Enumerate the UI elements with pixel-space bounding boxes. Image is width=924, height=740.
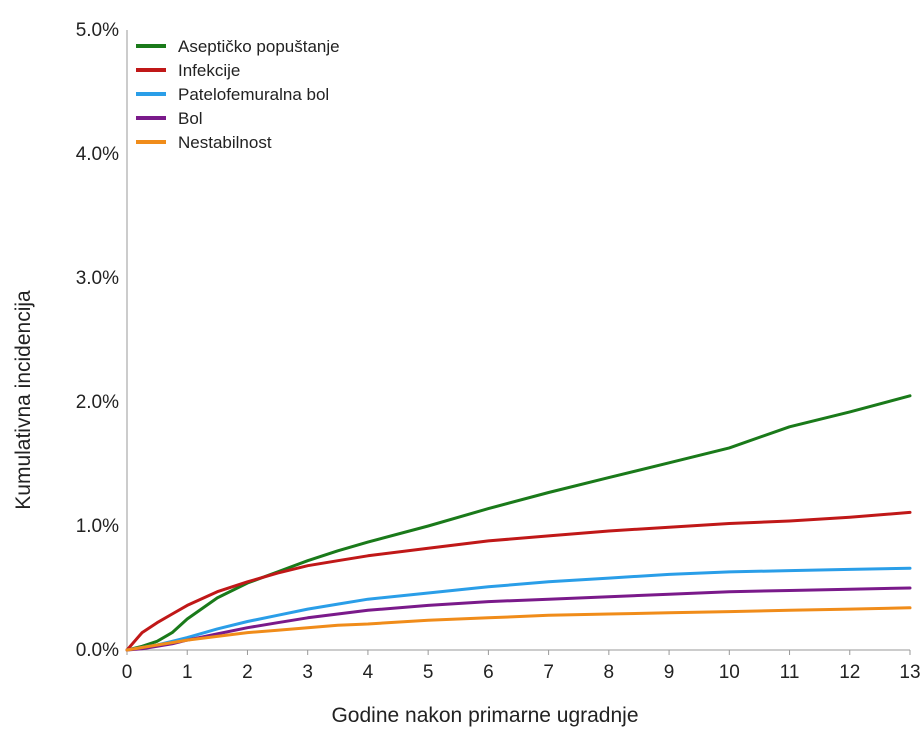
x-tick-label: 10 [719, 662, 740, 683]
y-tick-label: 0.0% [76, 640, 119, 661]
x-tick-label: 8 [604, 662, 615, 683]
x-tick-label: 9 [664, 662, 675, 683]
y-axis-title: Kumulativna incidencija [12, 290, 35, 510]
x-axis-title: Godine nakon primarne ugradnje [331, 704, 638, 727]
series-line-4 [125, 606, 912, 652]
legend-label: Patelofemuralna bol [178, 85, 329, 104]
x-tick-label: 3 [302, 662, 313, 683]
x-tick-label: 12 [839, 662, 860, 683]
y-tick-label: 1.0% [76, 516, 119, 537]
series-line-0 [125, 394, 912, 652]
legend-label: Aseptičko popuštanje [178, 37, 340, 56]
y-tick-labels: 0.0% 1.0% 2.0% 3.0% 4.0% 5.0% [76, 20, 119, 661]
series-lines [125, 394, 912, 652]
y-tick-label: 2.0% [76, 392, 119, 413]
legend-label: Infekcije [178, 61, 240, 80]
series-line-3 [125, 586, 912, 652]
x-tick-label: 6 [483, 662, 494, 683]
x-tick-label: 5 [423, 662, 434, 683]
y-tick-label: 5.0% [76, 20, 119, 41]
legend-label: Bol [178, 109, 203, 128]
x-tick-label: 4 [363, 662, 374, 683]
legend: Aseptičko popuštanje Infekcije Patelofemur… [136, 37, 340, 152]
x-tick-label: 11 [780, 662, 800, 683]
legend-label: Nestabilnost [178, 133, 272, 152]
x-tick-label: 2 [242, 662, 253, 683]
x-tick-label: 0 [122, 662, 133, 683]
x-tick-labels: 0 1 2 3 4 5 6 7 8 9 10 11 12 13 [122, 650, 921, 683]
x-tick-label: 13 [899, 662, 920, 683]
x-tick-label: 7 [543, 662, 554, 683]
y-tick-label: 4.0% [76, 144, 119, 165]
x-tick-label: 1 [182, 662, 193, 683]
y-tick-label: 3.0% [76, 268, 119, 289]
series-line-1 [125, 510, 912, 652]
